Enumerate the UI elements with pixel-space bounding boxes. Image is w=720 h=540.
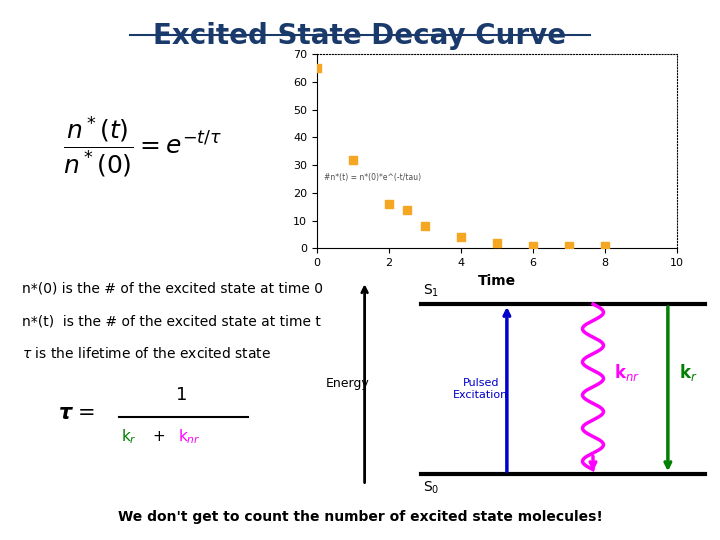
Text: +: + [153, 429, 166, 444]
Text: $\boldsymbol{\tau}$ =: $\boldsymbol{\tau}$ = [58, 403, 95, 423]
Text: k$_{nr}$: k$_{nr}$ [178, 427, 200, 446]
Point [311, 64, 323, 72]
Point [401, 205, 413, 214]
X-axis label: Time: Time [478, 274, 516, 288]
Text: Pulsed
Excitation: Pulsed Excitation [453, 378, 508, 400]
Point [455, 233, 467, 241]
Point [347, 155, 359, 164]
Text: k$_r$: k$_r$ [679, 362, 698, 382]
Point [563, 241, 575, 250]
Text: #n*(t) = n*(0)*e^(-t/tau): #n*(t) = n*(0)*e^(-t/tau) [324, 173, 421, 183]
Text: $\dfrac{n^*(t)}{n^*(0)} = e^{-t/\tau}$: $\dfrac{n^*(t)}{n^*(0)} = e^{-t/\tau}$ [63, 114, 222, 179]
Text: Energy: Energy [326, 377, 369, 390]
Text: 1: 1 [176, 386, 188, 404]
Point [491, 239, 503, 247]
Text: $\tau$ is the lifetime of the excited state: $\tau$ is the lifetime of the excited st… [22, 346, 271, 361]
Text: k$_r$: k$_r$ [121, 427, 137, 446]
Text: k$_{nr}$: k$_{nr}$ [613, 362, 639, 382]
Text: n*(t)  is the # of the excited state at time t: n*(t) is the # of the excited state at t… [22, 314, 320, 328]
Point [599, 241, 611, 250]
Text: S$_1$: S$_1$ [423, 282, 438, 299]
Text: We don't get to count the number of excited state molecules!: We don't get to count the number of exci… [117, 510, 603, 524]
Text: S$_0$: S$_0$ [423, 480, 439, 496]
Point [383, 200, 395, 208]
Point [419, 222, 431, 231]
Point [527, 241, 539, 250]
Text: Excited State Decay Curve: Excited State Decay Curve [153, 22, 567, 50]
Text: n*(0) is the # of the excited state at time 0: n*(0) is the # of the excited state at t… [22, 282, 323, 296]
